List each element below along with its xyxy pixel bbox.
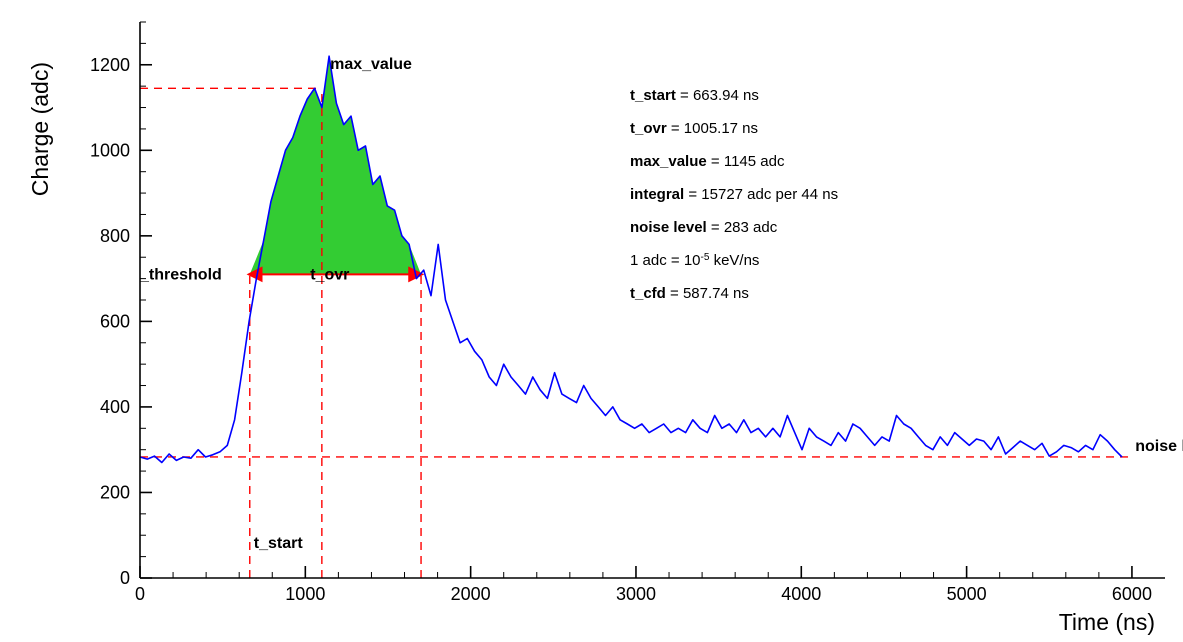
x-tick-label: 0 <box>135 584 145 604</box>
x-tick-label: 1000 <box>285 584 325 604</box>
stats-line: max_value = 1145 adc <box>630 153 785 170</box>
label-max-value: max_value <box>330 56 412 73</box>
label-t-start: t_start <box>254 535 304 552</box>
stats-line: t_start = 663.94 ns <box>630 87 759 104</box>
label-noise-level: noise level <box>1135 438 1183 455</box>
waveform-chart: 0 1000 2000 3000 4000 5000 6000 0 200 400 600 800 10… <box>0 0 1183 642</box>
y-tick-label: 400 <box>100 397 130 417</box>
x-tick-label: 2000 <box>451 584 491 604</box>
y-tick-label: 600 <box>100 311 130 331</box>
x-tick-label: 5000 <box>947 584 987 604</box>
x-axis-label: Time (ns) <box>1059 609 1155 635</box>
y-tick-label: 1000 <box>90 140 130 160</box>
y-tick-label: 800 <box>100 226 130 246</box>
y-tick-label: 1200 <box>90 55 130 75</box>
x-tick-label: 3000 <box>616 584 656 604</box>
label-threshold: _threshold <box>139 266 222 283</box>
stats-line: t_cfd = 587.74 ns <box>630 285 749 302</box>
stats-line: 1 adc = 10-5 keV/ns <box>630 252 759 270</box>
label-t-ovr: t_ovr <box>310 266 349 283</box>
stats-line: integral = 15727 adc per 44 ns <box>630 186 838 203</box>
x-tick-label: 4000 <box>781 584 821 604</box>
y-axis-label: Charge (adc) <box>27 62 53 196</box>
y-tick-label: 0 <box>120 568 130 588</box>
stats-line: t_ovr = 1005.17 ns <box>630 120 758 137</box>
stats-line: noise level = 283 adc <box>630 219 778 236</box>
y-tick-label: 200 <box>100 482 130 502</box>
x-tick-label: 6000 <box>1112 584 1152 604</box>
